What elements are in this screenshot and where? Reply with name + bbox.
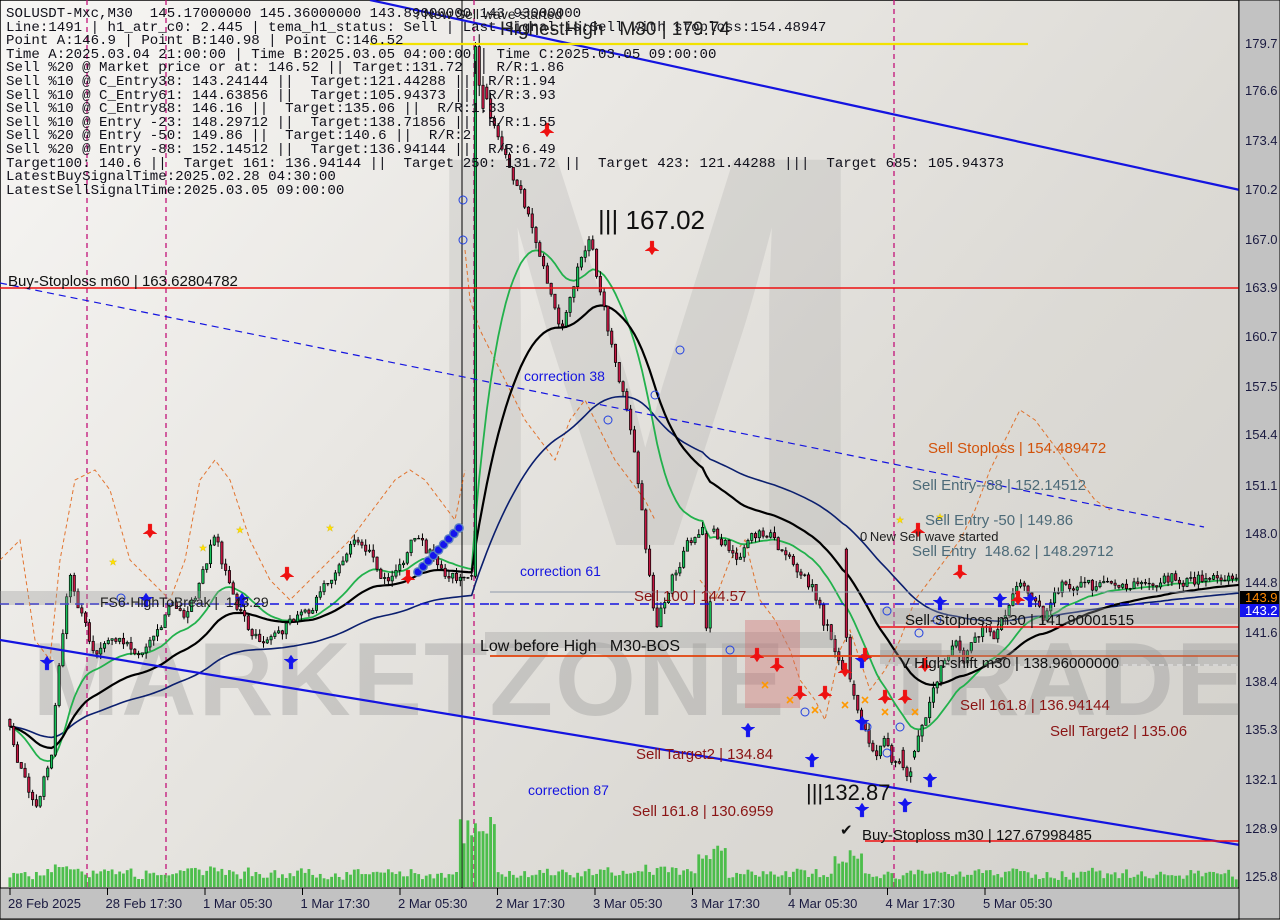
svg-text:M: M — [412, 38, 878, 664]
